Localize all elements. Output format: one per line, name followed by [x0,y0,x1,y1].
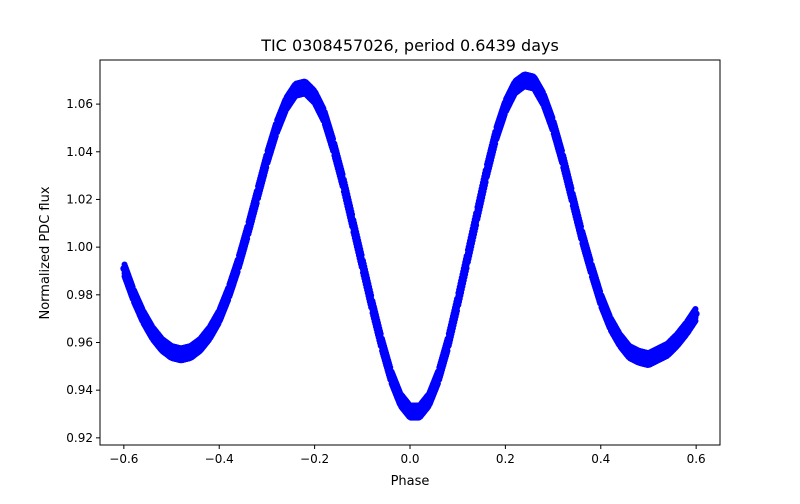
data-point [558,147,565,154]
x-tick-label: −0.4 [205,452,234,466]
data-point [358,251,365,258]
data-point [587,257,594,264]
data-point [349,211,356,218]
x-tick-label: 0.0 [400,452,419,466]
y-tick-label: 0.92 [66,431,93,445]
x-tick-label: 0.2 [496,452,515,466]
data-point [330,135,337,142]
data-points [120,71,700,421]
y-tick-label: 1.02 [66,192,93,206]
y-tick-label: 0.94 [66,383,93,397]
x-tick-label: 0.4 [591,452,610,466]
data-point [339,171,346,178]
y-tick-label: 0.98 [66,288,93,302]
data-point [692,305,699,312]
y-axis-label: Normalized PDC flux [38,186,53,319]
chart-title: TIC 0308457026, period 0.6439 days [260,36,559,55]
y-tick-label: 1.06 [66,97,93,111]
data-point [568,185,575,192]
data-point [578,223,585,230]
data-point [368,292,375,299]
x-axis-label: Phase [391,474,430,489]
y-tick-label: 0.96 [66,335,93,349]
y-tick-label: 1.04 [66,145,93,159]
y-tick-label: 1.00 [66,240,93,254]
x-tick-label: 0.6 [687,452,706,466]
x-tick-label: −0.2 [300,452,329,466]
x-tick-label: −0.6 [109,452,138,466]
data-point [377,330,384,337]
